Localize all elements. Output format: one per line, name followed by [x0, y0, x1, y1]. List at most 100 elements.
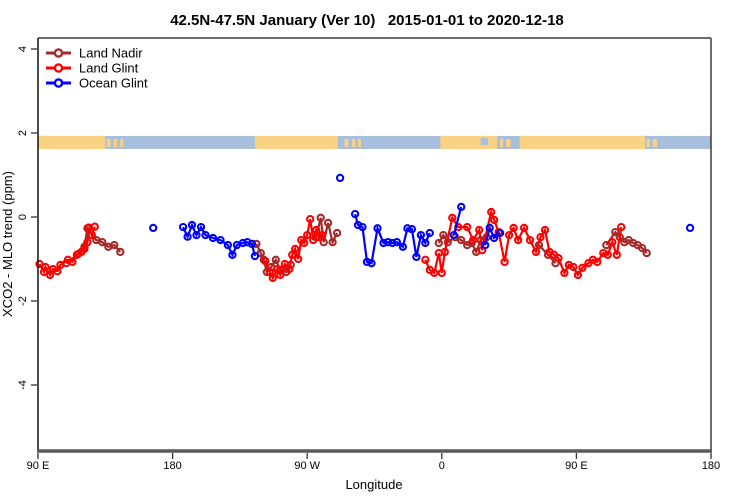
data-point	[617, 222, 626, 232]
x-tick-label: 90 E	[565, 460, 588, 472]
x-tick-label: 90 W	[294, 460, 320, 472]
data-point	[525, 235, 535, 245]
data-point	[223, 240, 233, 250]
map-band-layer	[38, 135, 711, 149]
data-point	[519, 223, 529, 233]
data-point	[252, 239, 261, 249]
data-point	[319, 238, 328, 247]
data-point	[434, 238, 443, 248]
data-point	[312, 225, 321, 235]
map-island-speck	[358, 138, 362, 147]
data-point	[430, 268, 439, 278]
map-island-speck	[500, 138, 504, 147]
map-land-segment	[254, 135, 338, 149]
legend-item-land-nadir: Land Nadir	[46, 46, 143, 61]
data-point	[388, 238, 397, 248]
data-point	[90, 222, 99, 231]
data-point	[448, 213, 457, 222]
data-point	[187, 220, 197, 230]
data-point	[421, 238, 430, 248]
legend-item-label: Land Nadir	[79, 46, 143, 61]
map-island-speck	[506, 138, 511, 147]
x-axis-title: Longitude	[345, 477, 402, 492]
y-tick-label: 2	[17, 130, 29, 136]
data-point	[485, 223, 494, 233]
data-point	[271, 255, 280, 264]
data-point	[536, 233, 545, 242]
y-axis-title: XCO2 - MLO trend (ppm)	[0, 171, 15, 317]
data-point	[373, 224, 382, 233]
data-point	[328, 238, 337, 247]
x-tick-label: 0	[439, 460, 445, 472]
y-tick-label: -4	[17, 380, 29, 390]
map-island-speck	[352, 138, 356, 147]
data-point	[291, 244, 300, 254]
data-point	[437, 268, 446, 278]
series-line	[452, 206, 463, 236]
y-tick-label: -2	[17, 296, 29, 306]
map-land-segment	[519, 135, 646, 149]
data-point	[98, 238, 107, 247]
map-land-segment	[38, 135, 106, 149]
x-tick-label: 180	[163, 460, 181, 472]
data-point	[383, 238, 393, 247]
data-point	[608, 238, 617, 247]
data-point	[611, 227, 620, 237]
series-line	[424, 208, 623, 278]
data-point	[247, 239, 257, 249]
data-point	[457, 235, 466, 245]
data-point	[603, 250, 612, 259]
data-point	[228, 250, 237, 259]
data-point	[318, 230, 327, 240]
map-sea-speck	[480, 137, 489, 145]
data-point	[250, 251, 260, 261]
legend-item-label: Land Glint	[79, 61, 139, 76]
data-point	[481, 240, 490, 250]
data-point	[440, 247, 449, 257]
data-point	[500, 257, 509, 267]
data-point	[612, 250, 621, 259]
map-island-speck	[113, 138, 118, 147]
map-island-speck	[646, 138, 650, 147]
data-point	[421, 255, 430, 264]
legend-marker-icon	[53, 63, 64, 73]
data-point	[294, 254, 303, 264]
data-point	[554, 254, 563, 263]
data-point	[300, 238, 309, 248]
data-point	[68, 257, 77, 267]
data-point	[276, 270, 285, 280]
data-point	[183, 232, 192, 241]
data-point	[216, 235, 225, 245]
data-point	[41, 262, 50, 272]
data-point	[303, 230, 312, 240]
data-point	[201, 230, 210, 240]
data-point	[398, 242, 408, 251]
data-point	[412, 252, 421, 262]
axes-layer: 90 E 180 90 W 0 90 E 180 -4 -2 0 2 4	[17, 37, 720, 472]
legend-item-label: Ocean Glint	[79, 76, 148, 91]
data-point	[449, 230, 458, 240]
data-point	[489, 215, 499, 225]
data-point	[379, 238, 388, 248]
data-point	[578, 263, 587, 272]
map-island-speck	[652, 138, 658, 147]
data-point	[403, 224, 412, 233]
data-point	[316, 213, 325, 222]
data-point	[416, 230, 426, 240]
data-point	[350, 209, 360, 219]
data-point	[425, 228, 434, 238]
data-point	[53, 267, 62, 276]
data-point	[367, 259, 376, 268]
data-point	[280, 259, 289, 269]
data-point	[540, 225, 550, 235]
legend-marker-icon	[53, 48, 64, 58]
map-land-segment	[440, 135, 498, 149]
data-point	[407, 225, 417, 234]
data-point	[509, 223, 518, 233]
data-point	[335, 173, 345, 183]
data-point	[323, 218, 333, 228]
data-point	[83, 238, 92, 247]
series-land-glint	[35, 207, 626, 283]
